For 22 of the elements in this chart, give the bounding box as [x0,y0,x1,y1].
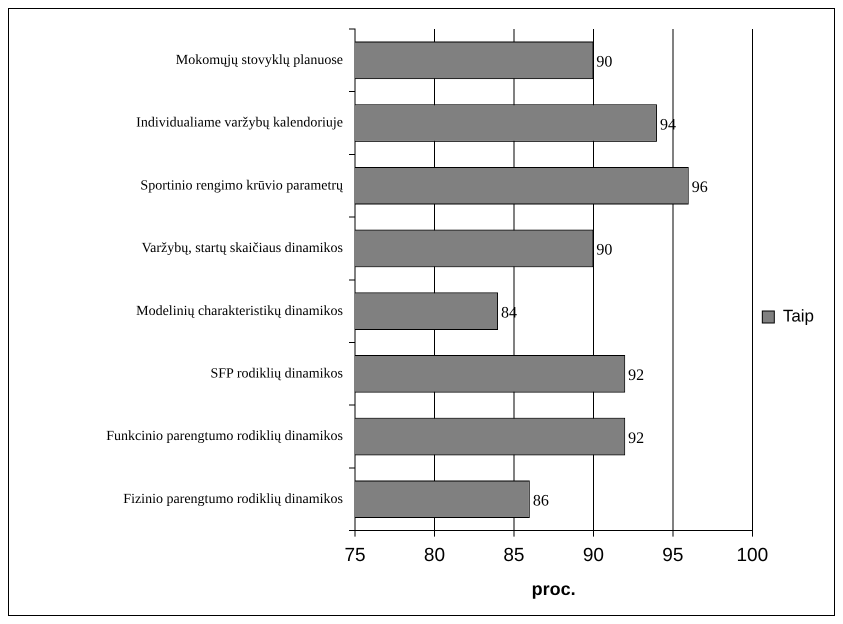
x-tick-label: 90 [582,545,604,566]
x-tick-label: 75 [344,545,366,566]
x-tick-label: 95 [662,545,684,566]
data-label: 86 [532,492,549,510]
y-tick-label: Funkcinio parengtumo rodiklių dinamikos [106,429,343,444]
x-tick-label: 80 [424,545,446,566]
y-tick-label: Varžybų, startų skaičiaus dinamikos [142,241,343,256]
y-tick-label: Mokomųjų stovyklų planuose [176,53,343,68]
y-tick-label: Modelinių charakteristikų dinamikos [136,304,343,319]
data-label: 90 [596,54,612,71]
legend-label: Taip [782,306,814,326]
y-tick-label: Fizinio parengtumo rodiklių dinamikos [123,492,343,507]
data-label: 92 [628,430,644,447]
x-tick-label: 85 [503,545,524,566]
y-tick-label: Sportinio rengimo krūvio parametrų [140,178,343,194]
data-label: 96 [692,178,708,196]
x-axis-title: proc. [532,579,576,600]
data-label: 90 [596,242,612,259]
y-tick-label: Individualiame varžybų kalendoriuje [136,116,343,131]
data-label: 92 [628,367,644,384]
x-tick-label: 100 [736,545,768,566]
y-tick-label: SFP rodiklių dinamikos [210,366,343,382]
